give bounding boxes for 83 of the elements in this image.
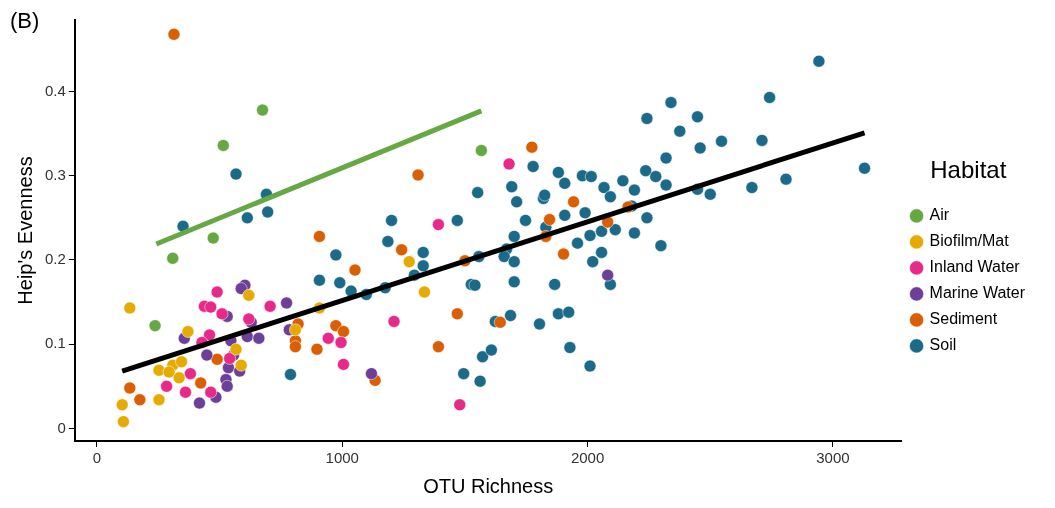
point xyxy=(215,307,229,321)
legend-label: Sediment xyxy=(929,310,998,328)
point xyxy=(543,213,556,226)
legend-label: Marine Water xyxy=(929,284,1026,302)
y-tick-label: 0.2 xyxy=(44,250,66,268)
point xyxy=(493,316,507,329)
point xyxy=(175,355,188,369)
y-tick-label: 0.1 xyxy=(44,334,66,352)
point xyxy=(194,376,207,390)
x-tick-label: 1000 xyxy=(325,449,359,467)
legend-label: Inland Water xyxy=(929,258,1021,276)
point xyxy=(601,268,614,282)
y-axis-title: Heip's Evenness xyxy=(13,156,36,305)
point xyxy=(451,307,464,321)
point xyxy=(117,415,130,428)
point xyxy=(432,218,445,231)
point xyxy=(525,140,539,154)
y-tick-label: 0.4 xyxy=(44,81,66,99)
point xyxy=(256,103,269,117)
point xyxy=(210,353,224,366)
point xyxy=(453,398,466,412)
point xyxy=(280,296,293,310)
point xyxy=(365,367,378,380)
point xyxy=(242,289,256,302)
point xyxy=(289,323,302,337)
legend-label: Biofilm/Mat xyxy=(929,232,1010,250)
x-tick-label: 2000 xyxy=(570,449,605,467)
point xyxy=(217,139,230,152)
point xyxy=(200,348,214,362)
point xyxy=(184,367,197,380)
point xyxy=(123,301,137,315)
point xyxy=(502,157,516,171)
x-tick-label: 3000 xyxy=(816,449,850,467)
point xyxy=(133,393,147,406)
point xyxy=(204,385,218,399)
point xyxy=(432,340,445,353)
point xyxy=(252,332,266,345)
point xyxy=(210,285,224,299)
point xyxy=(162,365,176,379)
text: (B) xyxy=(10,8,40,34)
point xyxy=(152,393,166,406)
point xyxy=(313,230,326,243)
point xyxy=(322,332,335,345)
point xyxy=(193,396,206,410)
legend-title: Habitat xyxy=(930,155,1007,183)
point xyxy=(223,352,236,365)
legend-label: Soil xyxy=(929,336,957,354)
point xyxy=(567,195,580,209)
point xyxy=(337,325,350,338)
point xyxy=(289,340,302,353)
point xyxy=(229,342,243,356)
point xyxy=(263,300,277,313)
point xyxy=(166,252,179,265)
point xyxy=(337,358,350,371)
point xyxy=(557,247,570,261)
point xyxy=(234,358,248,372)
y-tick-label: 0 xyxy=(57,418,66,436)
y-tick-label: 0.3 xyxy=(44,165,66,183)
x-tick-label: 0 xyxy=(92,449,102,467)
point xyxy=(402,255,416,268)
point xyxy=(167,28,181,41)
x-axis-title: OTU Richness xyxy=(423,474,554,497)
point xyxy=(242,312,256,326)
point xyxy=(387,315,401,328)
point xyxy=(395,243,408,257)
point xyxy=(203,328,216,342)
point xyxy=(160,380,173,393)
point xyxy=(411,168,425,182)
point xyxy=(123,381,137,395)
legend-label: Air xyxy=(929,206,950,224)
point xyxy=(204,300,218,314)
point xyxy=(181,325,195,338)
point xyxy=(220,380,234,393)
point xyxy=(148,319,162,332)
point xyxy=(348,263,362,277)
point xyxy=(115,398,129,412)
point xyxy=(179,385,192,399)
point xyxy=(418,285,431,299)
point xyxy=(334,336,348,349)
point xyxy=(475,144,488,157)
point xyxy=(206,231,220,245)
point xyxy=(310,342,324,356)
point xyxy=(172,371,186,385)
